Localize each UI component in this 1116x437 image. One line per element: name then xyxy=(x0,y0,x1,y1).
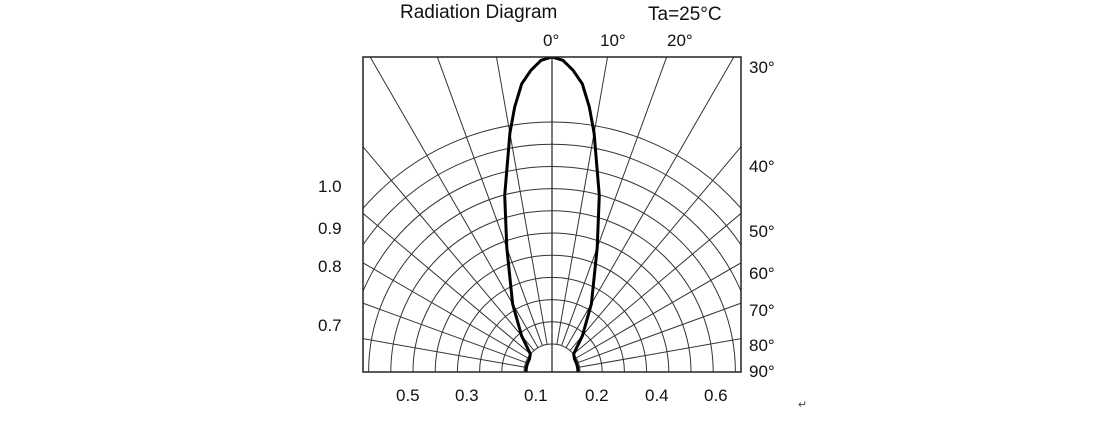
grid-spoke xyxy=(565,57,735,349)
temperature-condition: Ta=25°C xyxy=(648,4,722,25)
grid-spoke xyxy=(578,302,741,363)
radial-label-0-9: 0.9 xyxy=(318,219,342,238)
radial-label-0-8: 0.8 xyxy=(318,257,342,276)
bottom-label-0-6: 0.6 xyxy=(704,386,728,405)
grid-spoke xyxy=(369,57,539,349)
angle-label-40: 40° xyxy=(749,157,775,176)
grid-spoke xyxy=(363,302,526,363)
grid-spoke xyxy=(575,262,741,359)
grid-spoke xyxy=(573,212,741,355)
angle-label-60: 60° xyxy=(749,264,775,283)
radial-label-0-7: 0.7 xyxy=(318,316,342,335)
grid-spoke xyxy=(363,338,525,368)
chart-title: Radiation Diagram xyxy=(400,2,558,23)
bottom-label-0-5: 0.5 xyxy=(396,386,420,405)
radiation-pattern-curve xyxy=(503,57,601,372)
angle-label-50: 50° xyxy=(749,222,775,241)
angle-label-0: 0° xyxy=(543,31,560,50)
angle-label-80: 80° xyxy=(749,336,775,355)
angle-label-70: 70° xyxy=(749,301,775,320)
grid-spoke xyxy=(556,57,609,345)
angle-label-90: 90° xyxy=(749,362,775,381)
grid-spoke xyxy=(363,262,529,359)
grid-spoke xyxy=(495,57,548,345)
grid-spoke xyxy=(363,145,535,351)
grid-spoke xyxy=(569,145,741,351)
bottom-label-0-3: 0.3 xyxy=(455,386,479,405)
angle-label-20: 20° xyxy=(667,31,693,50)
angle-label-30: 30° xyxy=(749,58,775,77)
return-mark: ↵ xyxy=(798,399,808,411)
grid-spoke xyxy=(436,57,543,346)
grid-spoke xyxy=(363,212,531,355)
bottom-label-0-2: 0.2 xyxy=(585,386,609,405)
grid-spoke xyxy=(579,338,741,368)
bottom-label-0-1: 0.1 xyxy=(524,386,548,405)
bottom-label-0-4: 0.4 xyxy=(645,386,669,405)
radial-label-1-0: 1.0 xyxy=(318,177,342,196)
grid-spoke xyxy=(561,57,668,346)
angle-label-10: 10° xyxy=(600,31,626,50)
